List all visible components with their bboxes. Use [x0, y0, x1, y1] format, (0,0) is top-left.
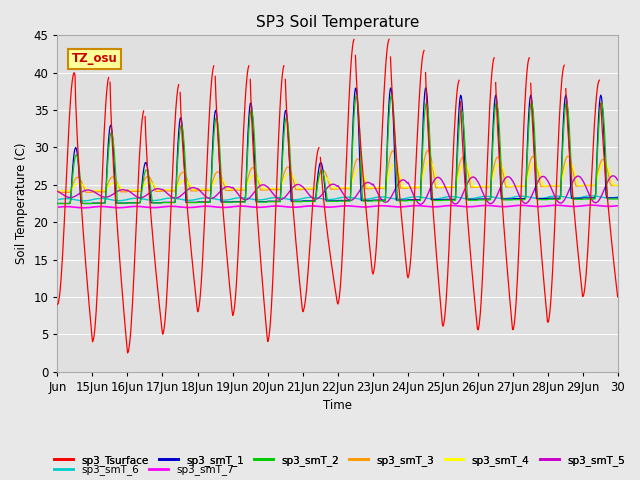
sp3_smT_5 [222, 184, 230, 190]
sp3_smT_5 [119, 187, 127, 192]
Legend: sp3_Tsurface, sp3_smT_1, sp3_smT_2, sp3_smT_3, sp3_smT_4, sp3_smT_5: sp3_Tsurface, sp3_smT_1, sp3_smT_2, sp3_… [50, 451, 629, 470]
sp3_smT_2 [250, 127, 258, 132]
sp3_smT_3 [222, 188, 230, 193]
sp3_smT_7 [588, 202, 595, 208]
sp3_smT_4 [54, 188, 61, 193]
Line: sp3_smT_5: sp3_smT_5 [58, 176, 618, 204]
sp3_smT_1 [428, 197, 435, 203]
sp3_smT_1 [614, 195, 621, 201]
sp3_smT_6 [223, 197, 231, 203]
sp3_smT_3 [424, 147, 431, 153]
Title: SP3 Soil Temperature: SP3 Soil Temperature [256, 15, 419, 30]
Line: sp3_Tsurface: sp3_Tsurface [58, 39, 618, 353]
sp3_smT_3 [119, 189, 127, 195]
sp3_smT_5 [396, 180, 403, 185]
sp3_smT_6 [120, 197, 128, 203]
sp3_smT_1 [271, 198, 279, 204]
sp3_smT_6 [80, 198, 88, 204]
sp3_smT_7 [223, 204, 231, 210]
sp3_smT_4 [250, 173, 258, 179]
sp3_smT_5 [250, 190, 258, 195]
sp3_smT_1 [222, 199, 230, 205]
sp3_smT_5 [271, 193, 279, 199]
sp3_Tsurface [272, 203, 280, 209]
sp3_smT_3 [428, 157, 435, 163]
sp3_smT_4 [428, 160, 435, 166]
sp3_smT_4 [119, 188, 127, 193]
sp3_smT_2 [119, 200, 127, 206]
sp3_smT_7 [396, 204, 404, 210]
sp3_Tsurface [428, 183, 435, 189]
sp3_smT_2 [614, 196, 621, 202]
sp3_smT_5 [428, 183, 435, 189]
sp3_smT_3 [271, 187, 279, 192]
sp3_smT_5 [54, 188, 61, 194]
sp3_smT_1 [119, 200, 127, 206]
sp3_Tsurface [54, 301, 61, 307]
sp3_smT_1 [250, 142, 258, 147]
sp3_smT_7 [80, 205, 88, 211]
sp3_smT_2 [396, 198, 404, 204]
sp3_smT_3 [54, 190, 61, 195]
sp3_smT_4 [614, 182, 621, 188]
sp3_smT_7 [120, 204, 128, 210]
sp3_smT_6 [54, 197, 61, 203]
Line: sp3_smT_6: sp3_smT_6 [58, 196, 618, 201]
Line: sp3_smT_4: sp3_smT_4 [58, 161, 618, 191]
sp3_smT_7 [614, 203, 621, 209]
sp3_smT_2 [428, 171, 435, 177]
sp3_smT_2 [271, 199, 279, 204]
sp3_smT_3 [250, 165, 258, 171]
sp3_Tsurface [251, 171, 259, 177]
sp3_smT_7 [251, 204, 259, 210]
Line: sp3_smT_2: sp3_smT_2 [58, 96, 618, 204]
sp3_smT_3 [396, 176, 403, 181]
sp3_smT_2 [387, 93, 395, 98]
sp3_Tsurface [396, 197, 404, 203]
Line: sp3_smT_3: sp3_smT_3 [58, 150, 618, 192]
sp3_smT_4 [222, 183, 230, 189]
X-axis label: Time: Time [323, 399, 352, 412]
sp3_smT_5 [417, 201, 424, 207]
sp3_smT_5 [614, 177, 621, 183]
sp3_smT_6 [251, 197, 259, 203]
sp3_smT_2 [54, 201, 61, 206]
sp3_smT_7 [54, 204, 61, 210]
sp3_smT_6 [428, 196, 435, 202]
Line: sp3_smT_1: sp3_smT_1 [58, 88, 618, 204]
sp3_smT_1 [422, 85, 429, 91]
sp3_smT_1 [54, 201, 61, 206]
sp3_smT_5 [609, 173, 617, 179]
sp3_smT_4 [426, 158, 433, 164]
sp3_smT_6 [272, 194, 280, 200]
sp3_smT_4 [396, 170, 403, 176]
sp3_smT_2 [222, 199, 230, 205]
sp3_smT_7 [428, 204, 435, 210]
sp3_smT_6 [614, 194, 621, 200]
sp3_smT_3 [614, 183, 621, 189]
sp3_smT_7 [272, 203, 280, 209]
Y-axis label: Soil Temperature (C): Soil Temperature (C) [15, 143, 28, 264]
Legend: sp3_smT_6, sp3_smT_7: sp3_smT_6, sp3_smT_7 [50, 460, 239, 480]
sp3_smT_6 [396, 196, 404, 202]
sp3_smT_1 [396, 197, 403, 203]
sp3_smT_4 [271, 186, 279, 192]
sp3_Tsurface [120, 310, 128, 315]
Line: sp3_smT_7: sp3_smT_7 [58, 205, 618, 208]
sp3_smT_6 [588, 193, 595, 199]
sp3_Tsurface [223, 253, 231, 259]
Text: TZ_osu: TZ_osu [72, 52, 117, 65]
sp3_Tsurface [614, 294, 621, 300]
